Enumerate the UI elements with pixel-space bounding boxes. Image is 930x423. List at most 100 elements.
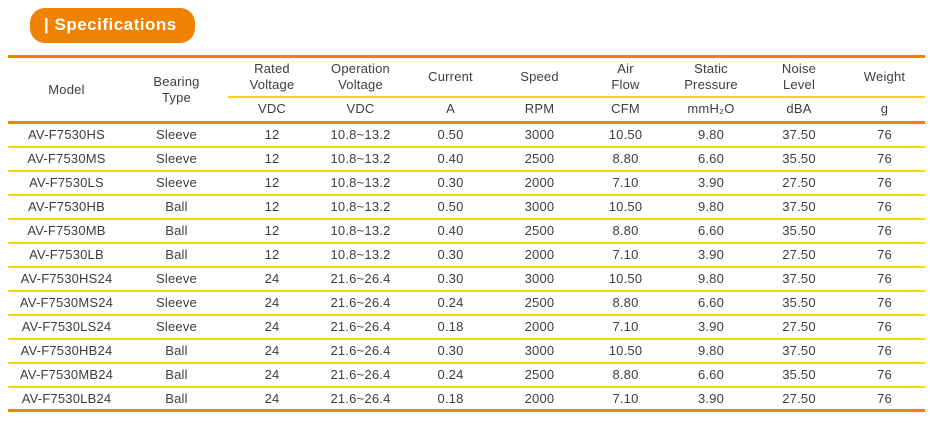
column-unit-air-flow: CFM [583, 96, 668, 124]
column-header-weight: Weight [844, 56, 925, 98]
cell-model: AV-F7530LS24 [8, 313, 125, 339]
cell-noise-level: 37.50 [754, 337, 844, 363]
cell-operation-voltage: 10.8~13.2 [316, 145, 405, 171]
cell-static-pressure: 3.90 [668, 241, 754, 267]
cell-weight: 76 [844, 265, 925, 291]
specifications-badge-label: | Specifications [44, 14, 177, 34]
cell-air-flow: 7.10 [583, 169, 668, 195]
cell-bearing-type: Sleeve [125, 169, 228, 195]
cell-air-flow: 8.80 [583, 361, 668, 387]
cell-static-pressure: 6.60 [668, 289, 754, 315]
cell-operation-voltage: 10.8~13.2 [316, 217, 405, 243]
cell-noise-level: 35.50 [754, 217, 844, 243]
column-unit-weight: g [844, 96, 925, 124]
cell-speed: 2500 [496, 217, 583, 243]
cell-speed: 2000 [496, 169, 583, 195]
cell-rated-voltage: 12 [228, 241, 316, 267]
cell-speed: 2500 [496, 145, 583, 171]
column-header-bearing-type: Bearing Type [125, 56, 228, 124]
cell-operation-voltage: 10.8~13.2 [316, 169, 405, 195]
cell-operation-voltage: 10.8~13.2 [330, 127, 391, 143]
column-header-air-flow: Air Flow [583, 56, 668, 98]
cell-current: 0.30 [405, 241, 496, 267]
cell-rated-voltage: 12 [228, 217, 316, 243]
cell-model: AV-F7530MS24 [8, 289, 125, 315]
table-row: AV-F7530HB24 Ball 24 21.6~26.4 0.30 3000 10.50… [8, 337, 925, 363]
column-unit-operation-voltage: VDC [316, 96, 405, 124]
cell-bearing-type: Ball [125, 361, 228, 387]
table-row: AV-F7530LS24 Sleeve 24 21.6~26.4 0.18 2000 7.1… [8, 313, 925, 339]
cell-static-pressure: 3.90 [668, 169, 754, 195]
cell-speed: 3000 [496, 265, 583, 291]
header-row-labels: Model Bearing Type Rated Voltage Operation … [8, 56, 925, 124]
table-row: AV-F7530MS24 Sleeve 24 21.6~26.4 0.24 2500 8.8… [8, 289, 925, 315]
cell-rated-voltage: 24 [228, 265, 316, 291]
cell-current: 0.24 [405, 361, 496, 387]
cell-air-flow: 7.10 [583, 385, 668, 411]
cell-model: AV-F7530MB [8, 217, 125, 243]
cell-operation-voltage: 10.8~13.2 [316, 241, 405, 267]
cell-current: 0.30 [405, 265, 496, 291]
cell-operation-voltage: 21.6~26.4 [316, 289, 405, 315]
table-row: AV-F7530LB24 Ball 24 21.6~26.4 0.18 2000 7.10 3… [8, 385, 925, 411]
cell-current: 0.40 [405, 217, 496, 243]
cell-weight: 76 [844, 313, 925, 339]
cell-weight: 76 [844, 361, 925, 387]
cell-model: AV-F7530LB24 [8, 385, 125, 411]
cell-weight: 76 [844, 385, 925, 411]
cell-model: AV-F7530MS [8, 145, 125, 171]
table-row: AV-F7530HS Sleeve 12 10.8~13.2 0.50 3000 10.50… [8, 123, 925, 147]
header-row-units: VDC VDC A RPM CFM mmH₂O dBA g [8, 96, 925, 124]
cell-current: 0.18 [405, 385, 496, 411]
column-header-static-pressure: Static Pressure [668, 56, 754, 98]
cell-rated-voltage: 24 [228, 361, 316, 387]
column-header-model: Model [8, 56, 125, 124]
column-header-operation-voltage: Operation Voltage [316, 56, 405, 98]
column-header-noise-level: Noise Level [754, 56, 844, 98]
cell-static-pressure: 3.90 [668, 313, 754, 339]
cell-operation-voltage: 21.6~26.4 [316, 337, 405, 363]
column-header-speed: Speed [496, 56, 583, 98]
cell-current: 0.30 [405, 337, 496, 363]
cell-noise-level: 37.50 [754, 265, 844, 291]
cell-current: 0.18 [405, 313, 496, 339]
cell-air-flow: 10.50 [583, 193, 668, 219]
cell-bearing-type: Sleeve [125, 313, 228, 339]
cell-bearing-type: Ball [125, 385, 228, 411]
cell-noise-level: 35.50 [754, 289, 844, 315]
cell-bearing-type: Ball [125, 241, 228, 267]
column-header-current: Current [405, 56, 496, 98]
table-row: AV-F7530LS Sleeve 12 10.8~13.2 0.30 2000 7.10 3… [8, 169, 925, 195]
cell-static-pressure: 9.80 [668, 193, 754, 219]
cell-air-flow: 10.50 [608, 127, 643, 143]
table-row: AV-F7530MB Ball 12 10.8~13.2 0.40 2500 8.80 6.6… [8, 217, 925, 243]
cell-rated-voltage: 12 [228, 193, 316, 219]
cell-weight: 76 [844, 241, 925, 267]
cell-model: AV-F7530LB [8, 241, 125, 267]
cell-rated-voltage: 24 [228, 313, 316, 339]
cell-operation-voltage: 21.6~26.4 [316, 385, 405, 411]
cell-air-flow: 8.80 [583, 289, 668, 315]
cell-bearing-type: Sleeve [125, 289, 228, 315]
cell-static-pressure: 9.80 [668, 265, 754, 291]
cell-speed: 2000 [496, 241, 583, 267]
cell-weight: 76 [844, 337, 925, 363]
table-row: AV-F7530MS Sleeve 12 10.8~13.2 0.40 2500 8.80 6… [8, 145, 925, 171]
cell-static-pressure: 6.60 [668, 361, 754, 387]
column-unit-current: A [405, 96, 496, 124]
cell-bearing-type: Sleeve [125, 145, 228, 171]
cell-model: AV-F7530LS [8, 169, 125, 195]
cell-speed: 2500 [496, 361, 583, 387]
column-unit-rated-voltage: VDC [228, 96, 316, 124]
specifications-table: Model Bearing Type Rated Voltage Operation … [8, 55, 925, 412]
specifications-badge: | Specifications [30, 8, 195, 43]
cell-static-pressure: 6.60 [668, 145, 754, 171]
cell-static-pressure: 6.60 [668, 217, 754, 243]
cell-noise-level: 35.50 [754, 361, 844, 387]
cell-noise-level: 35.50 [754, 145, 844, 171]
cell-air-flow: 8.80 [583, 145, 668, 171]
cell-speed: 2500 [496, 289, 583, 315]
cell-weight: 76 [877, 127, 892, 143]
cell-air-flow: 10.50 [583, 337, 668, 363]
